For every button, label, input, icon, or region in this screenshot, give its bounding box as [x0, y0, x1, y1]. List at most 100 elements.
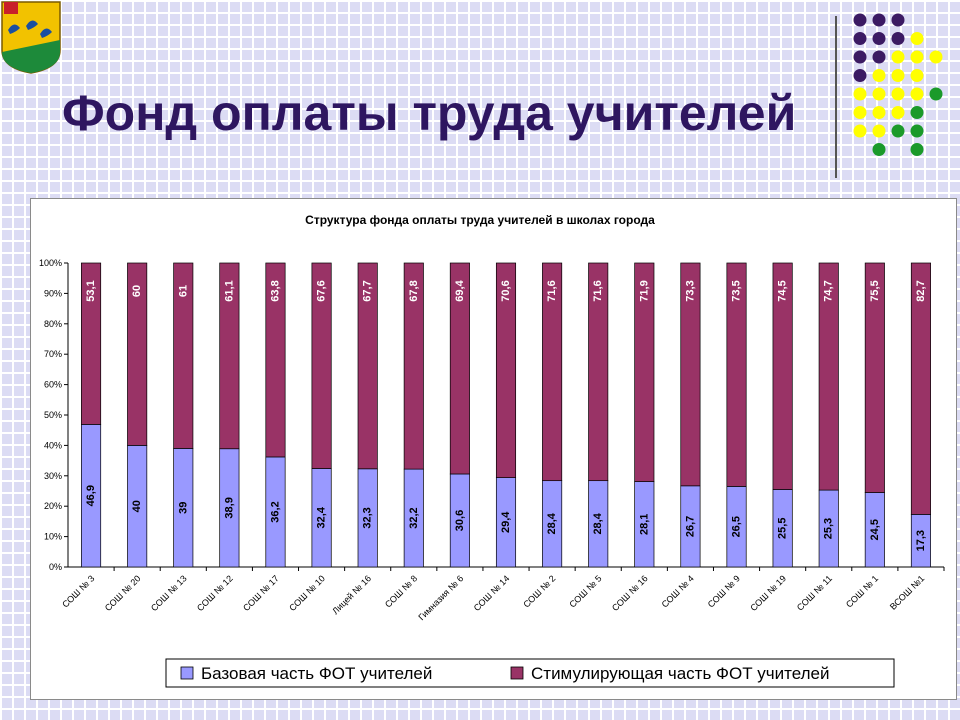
- decor-dot: [910, 69, 924, 82]
- bar-stimulating: [588, 262, 609, 482]
- bar-stimulating: [542, 262, 563, 482]
- decor-dot: [872, 13, 886, 27]
- data-label-stimulating: 73,5: [731, 280, 743, 301]
- y-tick-label: 20%: [44, 501, 62, 511]
- data-label-stimulating: 67,7: [362, 280, 374, 301]
- bar-stimulating: [81, 262, 102, 425]
- data-label-stimulating: 71,6: [592, 280, 604, 301]
- data-label-stimulating: 61: [177, 285, 189, 297]
- x-tick-label: СОШ № 20: [103, 573, 143, 613]
- decor-dot: [853, 106, 867, 119]
- decor-dot: [853, 32, 867, 45]
- decor-dot: [910, 106, 924, 119]
- x-tick-label: СОШ № 9: [706, 573, 742, 609]
- legend-swatch-base: [180, 666, 194, 680]
- x-tick-label: СОШ № 14: [472, 573, 512, 613]
- legend: Базовая часть ФОТ учителей Стимулирующая…: [165, 658, 895, 688]
- x-tick-label: СОШ № 2: [521, 573, 557, 609]
- x-tick-label: ВСОШ №1: [888, 573, 926, 611]
- bar-stimulating: [449, 262, 470, 475]
- legend-frame: [165, 658, 895, 688]
- decor-dot: [891, 50, 905, 64]
- decor-dot: [872, 124, 886, 138]
- decor-dot: [910, 32, 924, 45]
- bar-stimulating: [864, 262, 885, 493]
- bar-stimulating: [173, 262, 194, 449]
- y-tick-label: 70%: [44, 349, 62, 359]
- coat-of-arms-icon: [1, 1, 61, 74]
- plot-area: 0% 10% 20% 30% 40% 50% 60% 70% 80% 90% 100% 46,9 53,…: [39, 258, 945, 622]
- data-label-stimulating: 61,1: [223, 280, 235, 301]
- bar-stimulating: [495, 262, 517, 478]
- data-label-stimulating: 75,5: [869, 280, 881, 301]
- legend-label-stimulating: Стимулирующая часть ФОТ учителей: [531, 664, 830, 683]
- decor-dot: [872, 69, 886, 82]
- bar-stimulating: [265, 262, 286, 458]
- x-tick-label: СОШ № 4: [660, 573, 696, 609]
- bar-stimulating: [311, 262, 332, 469]
- data-label-base: 29,4: [500, 511, 512, 533]
- bar-stimulating: [818, 262, 839, 491]
- data-label-base: 46,9: [85, 485, 97, 506]
- data-label-base: 32,2: [408, 507, 420, 528]
- y-tick-label: 80%: [44, 319, 62, 329]
- data-label-base: 39: [177, 502, 189, 514]
- stacked-bar-chart: Структура фонда оплаты труда учителей в …: [39, 213, 945, 688]
- data-label-stimulating: 69,4: [454, 279, 466, 301]
- x-tick-label: СОШ № 12: [195, 573, 235, 613]
- data-label-stimulating: 70,6: [500, 280, 512, 301]
- title-divider: [835, 16, 837, 178]
- x-tick-label: СОШ № 8: [383, 573, 419, 609]
- data-label-base: 32,4: [316, 506, 328, 528]
- x-tick-label: СОШ № 3: [60, 573, 96, 609]
- y-tick-label: 100%: [39, 258, 62, 268]
- bar-stimulating: [127, 262, 148, 446]
- data-label-stimulating: 53,1: [85, 280, 97, 301]
- x-tick-label: СОШ № 16: [610, 573, 650, 613]
- bar-stimulating: [680, 262, 701, 487]
- y-tick-label: 90%: [44, 288, 62, 298]
- y-tick-label: 30%: [44, 471, 62, 481]
- legend-swatch-stimulating: [510, 666, 524, 680]
- decor-dot: [891, 106, 905, 119]
- data-label-stimulating: 63,8: [269, 280, 281, 301]
- x-tick-label: СОШ № 13: [149, 573, 189, 613]
- x-tick-label: Лицей № 16: [330, 573, 373, 616]
- legend-label-base: Базовая часть ФОТ учителей: [201, 664, 432, 683]
- decor-dot: [891, 32, 905, 45]
- data-label-base: 25,3: [823, 518, 835, 539]
- data-label-stimulating: 82,7: [915, 280, 927, 301]
- bar-stimulating: [634, 262, 655, 482]
- chart-panel: Структура фонда оплаты труда учителей в …: [30, 198, 957, 700]
- data-label-stimulating: 71,6: [546, 280, 558, 301]
- decor-dot: [853, 69, 867, 82]
- decor-dot: [891, 124, 905, 138]
- decor-dot: [891, 13, 905, 27]
- y-tick-label: 40%: [44, 440, 62, 450]
- decor-dot: [929, 50, 943, 64]
- data-label-stimulating: 67,8: [408, 280, 420, 301]
- decor-dot: [872, 32, 886, 45]
- bar-stimulating: [219, 262, 240, 450]
- x-tick-label: СОШ № 19: [748, 573, 788, 613]
- decor-dot: [872, 106, 886, 119]
- x-tick-label: СОШ № 5: [567, 573, 603, 609]
- decor-dot: [891, 87, 905, 101]
- decor-dot: [872, 87, 886, 101]
- decor-dot: [929, 87, 943, 101]
- data-label-base: 28,1: [638, 514, 650, 535]
- data-label-stimulating: 60: [131, 285, 143, 297]
- x-tick-label: СОШ № 11: [795, 573, 834, 612]
- decor-dot: [853, 50, 867, 64]
- x-tick-label: Гимназия № 6: [416, 573, 465, 622]
- data-label-base: 26,7: [684, 516, 696, 537]
- decor-dot: [853, 87, 867, 101]
- decor-dot: [910, 124, 924, 138]
- decor-dot: [872, 50, 886, 64]
- bar-stimulating: [910, 262, 931, 515]
- data-label-base: 40: [131, 500, 143, 512]
- decor-dot: [891, 69, 905, 82]
- data-label-stimulating: 74,7: [823, 280, 835, 301]
- data-label-stimulating: 71,9: [638, 280, 650, 301]
- data-label-stimulating: 73,3: [684, 280, 696, 301]
